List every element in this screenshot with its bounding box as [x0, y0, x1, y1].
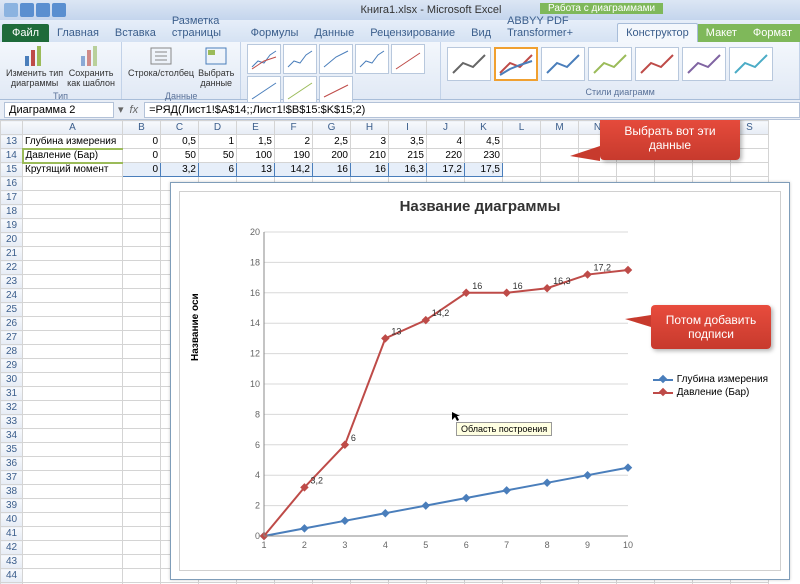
tab-abbyy[interactable]: ABBYY PDF Transformer+ [499, 12, 597, 42]
callout-add-labels: Потом добавить подписи [651, 305, 771, 349]
svg-text:16,3: 16,3 [553, 276, 571, 286]
svg-text:2: 2 [255, 501, 260, 511]
tab-layout[interactable]: Макет [698, 24, 745, 42]
formula-bar: Диаграмма 2 ▾ fx =РЯД(Лист1!$A$14;;Лист1… [0, 100, 800, 120]
svg-text:3,2: 3,2 [310, 475, 323, 485]
svg-text:16: 16 [472, 281, 482, 291]
title-bar: Книга1.xlsx - Microsoft Excel Работа с д… [0, 0, 800, 20]
layout-thumb[interactable] [355, 44, 389, 74]
style-thumb-selected[interactable] [494, 47, 538, 81]
excel-icon [4, 3, 18, 17]
svg-text:6: 6 [255, 440, 260, 450]
style-thumb[interactable] [729, 47, 773, 81]
style-thumb[interactable] [588, 47, 632, 81]
select-data-button[interactable]: Выбрать данные [198, 44, 234, 89]
context-tab-group: Работа с диаграммами [540, 3, 663, 14]
svg-text:2: 2 [302, 540, 307, 550]
fx-label[interactable]: fx [130, 104, 139, 116]
tab-data[interactable]: Данные [306, 24, 362, 42]
tab-design[interactable]: Конструктор [617, 23, 698, 42]
svg-text:4: 4 [383, 540, 388, 550]
name-box[interactable]: Диаграмма 2 [4, 102, 114, 118]
style-thumb[interactable] [635, 47, 679, 81]
chart-object[interactable]: Название диаграммы Название оси 0 2 4 6 8 10 1… [170, 182, 790, 580]
layout-thumb[interactable] [247, 44, 281, 74]
ribbon-group-type: Изменить тип диаграммы Сохранить как шаб… [0, 42, 122, 99]
ribbon-group-styles: Стили диаграмм [441, 42, 800, 99]
layout-thumb[interactable] [319, 44, 353, 74]
layout-thumb[interactable] [283, 44, 317, 74]
tab-view[interactable]: Вид [463, 24, 499, 42]
tab-formulas[interactable]: Формулы [243, 24, 307, 42]
callout-select-data: Выбрать вот эти данные [600, 120, 740, 160]
tab-file[interactable]: Файл [2, 24, 49, 42]
svg-text:6: 6 [464, 540, 469, 550]
tab-review[interactable]: Рецензирование [362, 24, 463, 42]
svg-text:13: 13 [391, 326, 401, 336]
layout-thumb[interactable] [391, 44, 425, 74]
tab-format[interactable]: Формат [745, 24, 800, 42]
ribbon-tabs: Файл Главная Вставка Разметка страницы Ф… [0, 20, 800, 42]
svg-text:7: 7 [504, 540, 509, 550]
svg-text:5: 5 [423, 540, 428, 550]
svg-text:8: 8 [255, 409, 260, 419]
plot-area-tooltip: Область построения [456, 422, 552, 436]
chart-legend[interactable]: Глубина измерения Давление (Бар) [653, 372, 768, 400]
ribbon-group-layouts: Макеты диаграмм [241, 42, 441, 99]
legend-marker-icon [653, 392, 673, 394]
svg-text:18: 18 [250, 257, 260, 267]
sheet-area: ABCDEFGHIJKLMNOPRS13Глубина измерения00,… [0, 120, 800, 584]
svg-text:14: 14 [250, 318, 260, 328]
svg-text:17,2: 17,2 [594, 263, 612, 273]
svg-text:3: 3 [342, 540, 347, 550]
svg-text:1: 1 [261, 540, 266, 550]
svg-text:14,2: 14,2 [432, 308, 450, 318]
chevron-down-icon[interactable]: ▾ [118, 103, 124, 116]
undo-icon[interactable] [36, 3, 50, 17]
chart-plot-area[interactable]: 02468101214161820123456789103,261314,216… [234, 226, 634, 556]
ribbon: Изменить тип диаграммы Сохранить как шаб… [0, 42, 800, 100]
change-chart-type-button[interactable]: Изменить тип диаграммы [6, 44, 63, 89]
formula-input[interactable]: =РЯД(Лист1!$A$14;;Лист1!$B$15:$K$15;2) [144, 102, 800, 118]
svg-text:20: 20 [250, 227, 260, 237]
cursor-icon [450, 410, 462, 422]
switch-row-col-button[interactable]: Строка/столбец [128, 44, 194, 79]
redo-icon[interactable] [52, 3, 66, 17]
tab-insert[interactable]: Вставка [107, 24, 164, 42]
tab-pagelayout[interactable]: Разметка страницы [164, 12, 243, 42]
svg-text:12: 12 [250, 349, 260, 359]
svg-text:16: 16 [513, 281, 523, 291]
svg-text:0: 0 [255, 531, 260, 541]
save-icon[interactable] [20, 3, 34, 17]
svg-text:10: 10 [250, 379, 260, 389]
legend-marker-icon [653, 379, 673, 381]
svg-text:10: 10 [623, 540, 633, 550]
svg-text:4: 4 [255, 470, 260, 480]
svg-text:8: 8 [545, 540, 550, 550]
tab-home[interactable]: Главная [49, 24, 107, 42]
style-thumb[interactable] [447, 47, 491, 81]
chart-title[interactable]: Название диаграммы [180, 198, 780, 215]
y-axis-title: Название оси [190, 293, 201, 361]
save-as-template-button[interactable]: Сохранить как шаблон [67, 44, 115, 89]
svg-text:9: 9 [585, 540, 590, 550]
style-thumb[interactable] [682, 47, 726, 81]
style-thumb[interactable] [541, 47, 585, 81]
svg-text:16: 16 [250, 288, 260, 298]
ribbon-group-data: Строка/столбец Выбрать данные Данные [122, 42, 241, 99]
svg-text:6: 6 [351, 433, 356, 443]
